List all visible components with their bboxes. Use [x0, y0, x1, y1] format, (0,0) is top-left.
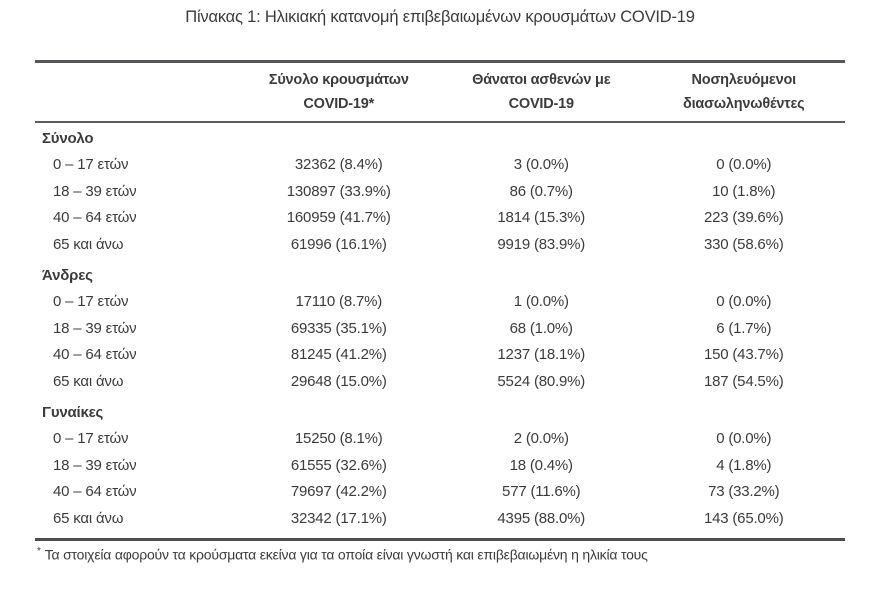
- age-group-label: 18 – 39 ετών: [53, 182, 137, 200]
- deaths-cell: 577 (11.6%): [502, 483, 581, 500]
- intubated-cell: 143 (65.0%): [703, 509, 784, 527]
- header-intubated: Νοσηλευόμενοι διασωληνωθέντες: [683, 72, 805, 112]
- section-women: Γυναίκες 0 – 17 ετών 15250 (8.1%) 2 (0.0…: [35, 400, 845, 532]
- intubated-cell: 4 (1.8%): [716, 456, 772, 474]
- cases-cell: 61555 (32.6%): [290, 456, 387, 474]
- age-group-label: 0 – 17 ετών: [53, 430, 129, 447]
- age-group-label: 40 – 64 ετών: [53, 209, 137, 226]
- cases-cell: 81245 (41.2%): [290, 346, 387, 363]
- table-row: 40 – 64 ετών 81245 (41.2%) 1237 (18.1%) …: [35, 342, 845, 369]
- table-bottom-rule: [35, 538, 845, 541]
- cases-cell: 32342 (17.1%): [290, 509, 387, 527]
- deaths-cell: 18 (0.4%): [509, 456, 573, 474]
- cases-cell: 32362 (8.4%): [294, 156, 383, 173]
- cases-cell: 69335 (35.1%): [290, 319, 387, 337]
- intubated-cell: 223 (39.6%): [703, 209, 784, 226]
- table-row: 0 – 17 ετών 17110 (8.7%) 1 (0.0%) 0 (0.0…: [35, 289, 845, 316]
- cases-cell: 61996 (16.1%): [290, 235, 387, 253]
- section-title: Άνδρες: [42, 267, 93, 284]
- intubated-cell: 150 (43.7%): [703, 346, 784, 363]
- section-title: Σύνολο: [42, 130, 94, 147]
- table-row: 65 και άνω 61996 (16.1%) 9919 (83.9%) 33…: [35, 232, 845, 259]
- deaths-cell: 1 (0.0%): [513, 293, 569, 310]
- cases-cell: 15250 (8.1%): [294, 430, 383, 447]
- table-row: 18 – 39 ετών 130897 (33.9%) 86 (0.7%) 10…: [35, 179, 845, 206]
- table-title: Πίνακας 1: Ηλικιακή κατανομή επιβεβαιωμέ…: [185, 8, 695, 26]
- age-group-label: 0 – 17 ετών: [53, 156, 129, 173]
- cases-cell: 160959 (41.7%): [286, 209, 391, 226]
- deaths-cell: 4395 (88.0%): [497, 509, 586, 527]
- intubated-cell: 0 (0.0%): [716, 156, 772, 173]
- table-row: 40 – 64 ετών 79697 (42.2%) 577 (11.6%) 7…: [35, 479, 845, 506]
- age-group-label: 18 – 39 ετών: [53, 319, 137, 337]
- header-deaths: Θάνατοι ασθενών με COVID-19: [472, 72, 611, 112]
- intubated-cell: 0 (0.0%): [716, 293, 772, 310]
- age-group-label: 40 – 64 ετών: [53, 483, 137, 500]
- cases-cell: 79697 (42.2%): [290, 483, 387, 500]
- header-total-cases: Σύνολο κρουσμάτων COVID-19*: [268, 72, 409, 112]
- age-group-label: 18 – 39 ετών: [53, 456, 137, 474]
- table-row: 65 και άνω 32342 (17.1%) 4395 (88.0%) 14…: [35, 506, 845, 533]
- section-title: Γυναίκες: [42, 404, 104, 421]
- cases-cell: 130897 (33.9%): [286, 182, 391, 200]
- footnote-text: Τα στοιχεία αφορούν τα κρούσματα εκείνα …: [44, 546, 648, 563]
- intubated-cell: 73 (33.2%): [708, 483, 780, 500]
- cases-cell: 17110 (8.7%): [295, 293, 383, 310]
- table-row: 65 και άνω 29648 (15.0%) 5524 (80.9%) 18…: [35, 369, 845, 396]
- age-group-label: 65 και άνω: [53, 372, 124, 390]
- age-group-label: 40 – 64 ετών: [53, 346, 137, 363]
- cases-cell: 29648 (15.0%): [290, 372, 387, 390]
- deaths-cell: 3 (0.0%): [513, 156, 569, 173]
- intubated-cell: 10 (1.8%): [712, 182, 776, 200]
- age-group-label: 0 – 17 ετών: [53, 293, 129, 310]
- section-men: Άνδρες 0 – 17 ετών 17110 (8.7%) 1 (0.0%)…: [35, 263, 845, 395]
- table-body: Σύνολο 0 – 17 ετών 32362 (8.4%) 3 (0.0%)…: [35, 123, 845, 538]
- table-row: 18 – 39 ετών 69335 (35.1%) 68 (1.0%) 6 (…: [35, 316, 845, 343]
- age-group-label: 65 και άνω: [53, 509, 124, 527]
- intubated-cell: 0 (0.0%): [716, 430, 772, 447]
- table-footnote: * Τα στοιχεία αφορούν τα κρούσματα εκείνα…: [35, 541, 845, 563]
- table-row: 18 – 39 ετών 61555 (32.6%) 18 (0.4%) 4 (…: [35, 453, 845, 480]
- table-header-row: Σύνολο κρουσμάτων COVID-19* Θάνατοι ασθε…: [35, 60, 845, 123]
- section-total: Σύνολο 0 – 17 ετών 32362 (8.4%) 3 (0.0%)…: [35, 126, 845, 258]
- deaths-cell: 2 (0.0%): [513, 430, 569, 447]
- deaths-cell: 1237 (18.1%): [497, 346, 586, 363]
- intubated-cell: 187 (54.5%): [703, 372, 784, 390]
- table-row: 0 – 17 ετών 32362 (8.4%) 3 (0.0%) 0 (0.0…: [35, 152, 845, 179]
- table-row: 0 – 17 ετών 15250 (8.1%) 2 (0.0%) 0 (0.0…: [35, 426, 845, 453]
- deaths-cell: 9919 (83.9%): [497, 235, 586, 253]
- intubated-cell: 330 (58.6%): [703, 235, 784, 253]
- covid-age-table: Σύνολο κρουσμάτων COVID-19* Θάνατοι ασθε…: [35, 60, 845, 563]
- footnote-asterisk: *: [37, 546, 41, 557]
- deaths-cell: 1814 (15.3%): [497, 209, 586, 226]
- deaths-cell: 86 (0.7%): [509, 182, 573, 200]
- deaths-cell: 5524 (80.9%): [497, 372, 586, 390]
- age-group-label: 65 και άνω: [53, 235, 124, 253]
- table-row: 40 – 64 ετών 160959 (41.7%) 1814 (15.3%)…: [35, 205, 845, 232]
- intubated-cell: 6 (1.7%): [716, 319, 772, 337]
- deaths-cell: 68 (1.0%): [509, 319, 573, 337]
